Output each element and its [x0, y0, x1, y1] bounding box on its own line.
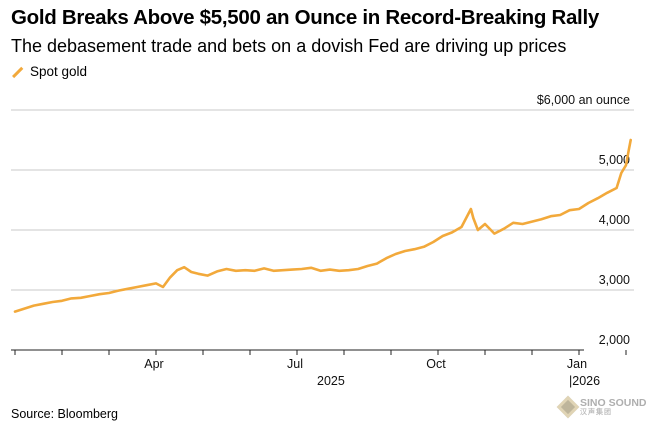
- y-axis-tick-labels: $6,000 an ounce 5,000 4,000 3,000 2,000: [537, 93, 630, 347]
- x-tick-label-jan: Jan: [567, 357, 587, 371]
- y-tick-label-5000: 5,000: [599, 153, 630, 167]
- y-tick-label-4000: 4,000: [599, 213, 630, 227]
- watermark-logo: SINO SOUND 汉声集团: [556, 395, 647, 419]
- x-axis-tick-labels: Apr Jul Oct Jan 2025 |2026: [144, 357, 600, 388]
- series-layer: [13, 138, 633, 313]
- gridlines: [11, 109, 634, 291]
- watermark-text: SINO SOUND: [580, 397, 647, 409]
- year-label-0: 2025: [317, 374, 345, 388]
- x-tick-label-oct: Oct: [426, 357, 446, 371]
- y-tick-label-2000: 2,000: [599, 333, 630, 347]
- source-note: Source: Bloomberg: [11, 407, 119, 421]
- year-label-1: |2026: [569, 374, 600, 388]
- legend: Spot gold: [11, 64, 87, 79]
- chart-subtitle: The debasement trade and bets on a dovis…: [11, 36, 567, 56]
- x-tick-label-apr: Apr: [144, 357, 163, 371]
- series-line-spot-gold: [13, 138, 633, 313]
- legend-label-spot-gold: Spot gold: [30, 64, 88, 79]
- watermark-subtext: 汉声集团: [580, 408, 612, 416]
- y-tick-label-3000: 3,000: [599, 273, 630, 287]
- y-tick-label-6000: $6,000 an ounce: [537, 93, 630, 107]
- chart-title: Gold Breaks Above $5,500 an Ounce in Rec…: [11, 6, 599, 29]
- logo-diamond-icon: [556, 395, 580, 419]
- x-axis: [11, 349, 627, 355]
- x-tick-label-jul: Jul: [287, 357, 303, 371]
